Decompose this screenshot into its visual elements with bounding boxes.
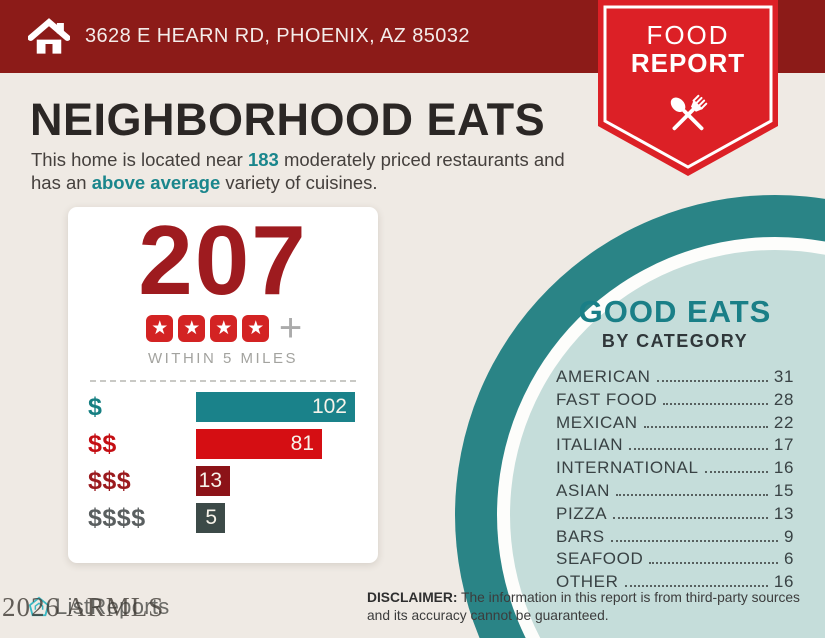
price-chart-row: $102	[88, 392, 364, 422]
ribbon-title-line1: FOOD	[646, 20, 730, 50]
price-chart-row: $$ 81	[88, 429, 364, 459]
disclaimer-text: The information in this report is from t…	[367, 590, 800, 623]
good-eats-panel: GOOD EATS BY CATEGORY AMERICAN 31 FAST FOO…	[556, 294, 794, 595]
price-level-label: $$	[88, 429, 117, 458]
dotted-leader	[649, 562, 778, 565]
price-level-value: 102	[311, 395, 347, 418]
category-label: FAST FOOD	[556, 389, 658, 409]
category-value: 16	[773, 458, 794, 478]
category-list: AMERICAN 31 FAST FOOD 28 MEXICAN 22 ITALIAN 17 I…	[556, 367, 794, 595]
dotted-leader	[704, 471, 768, 474]
price-level-label: $$$$	[88, 503, 146, 532]
dotted-leader	[629, 448, 768, 451]
price-chart-row: $$$ 13	[88, 466, 364, 496]
category-value: 17	[773, 435, 794, 455]
property-address: 3628 E HEARN RD, PHOENIX, AZ 85032	[85, 25, 470, 47]
listreports-logo: ListReports	[28, 594, 170, 620]
star-badge-icon: ★	[178, 314, 206, 342]
good-eats-subtitle: BY CATEGORY	[601, 331, 749, 351]
category-label: ASIAN	[556, 480, 611, 500]
category-value: 9	[783, 526, 794, 546]
total-restaurants-count: 207	[138, 205, 308, 315]
mls-watermark: 2026 ARMLS	[2, 592, 165, 622]
subtitle-text: This home is located near	[31, 149, 248, 170]
dotted-leader	[643, 425, 768, 428]
good-eats-title: GOOD EATS	[578, 294, 772, 329]
dotted-leader	[663, 402, 768, 405]
dotted-leader	[656, 380, 768, 382]
price-level-value: 81	[290, 432, 314, 455]
page-subtitle: This home is located near 183 moderately…	[31, 149, 591, 194]
dotted-leader	[624, 585, 768, 588]
category-value: 15	[773, 480, 794, 500]
home-icon	[28, 17, 70, 54]
category-label: MEXICAN	[556, 412, 638, 432]
subtitle-text: moderately priced restaurants and has an	[31, 149, 565, 193]
category-value: 31	[773, 367, 794, 386]
category-label: OTHER	[556, 572, 619, 592]
ribbon-shape	[598, 0, 778, 176]
star-badge-icon: ★	[242, 314, 270, 342]
category-label: INTERNATIONAL	[556, 458, 699, 478]
listreports-house-icon	[28, 596, 50, 617]
category-row: FAST FOOD 28	[556, 390, 794, 413]
category-label: BARS	[556, 526, 605, 546]
category-value: 28	[773, 389, 794, 409]
category-label: AMERICAN	[556, 367, 651, 386]
price-level-bar: 13	[196, 466, 230, 496]
category-row: BARS 9	[556, 527, 794, 550]
price-level-bar: 5	[196, 503, 225, 533]
category-row: ASIAN 15	[556, 481, 794, 504]
category-label: PIZZA	[556, 503, 608, 523]
price-level-value: 13	[198, 469, 222, 492]
price-level-bar: 102	[196, 392, 355, 422]
category-row: PIZZA 13	[556, 504, 794, 527]
category-label: SEAFOOD	[556, 549, 644, 569]
disclaimer-label: DISCLAIMER:	[367, 590, 458, 605]
listreports-logo-text: ListReports	[55, 594, 170, 619]
category-value: 16	[773, 572, 794, 592]
price-level-label: $$$	[88, 466, 132, 495]
category-value: 22	[773, 412, 794, 432]
category-row: INTERNATIONAL 16	[556, 458, 794, 481]
restaurant-count: 183	[247, 149, 279, 170]
price-chart-row: $$$$ 5	[88, 503, 364, 533]
category-row: MEXICAN 22	[556, 413, 794, 436]
radius-label: WITHIN 5 MILES	[147, 350, 298, 367]
star-badge-icon: ★	[146, 314, 174, 342]
stars-row: ★ ★ ★ ★ +	[68, 306, 378, 350]
crossed-spoon-fork-icon	[670, 94, 708, 131]
dotted-leader	[610, 539, 778, 542]
plus-sign: +	[278, 306, 303, 350]
dotted-leader	[616, 493, 768, 496]
ribbon-title-line2: REPORT	[630, 48, 746, 78]
price-level-value: 5	[205, 506, 217, 529]
star-badge-icon: ★	[210, 314, 238, 342]
price-bar-chart: $102 $$ 81 $$$ 13 $$$$ 5	[88, 392, 364, 540]
variety-highlight: above average	[91, 171, 221, 193]
category-value: 13	[773, 503, 794, 523]
price-level-label: $	[88, 392, 103, 421]
category-row: ITALIAN 17	[556, 435, 794, 458]
category-value: 6	[783, 549, 794, 569]
category-row: AMERICAN 31	[556, 367, 794, 390]
page-title: NEIGHBORHOOD EATS	[30, 94, 546, 145]
subtitle-text: variety of cuisines.	[220, 171, 378, 193]
category-row: OTHER 16	[556, 572, 794, 595]
category-row: SEAFOOD 6	[556, 549, 794, 572]
summary-card: 207 ★ ★ ★ ★ + WITHIN 5 MILES $102 $$ 81 $$$ 13 $$…	[68, 207, 378, 563]
food-report-ribbon: FOOD REPORT	[598, 0, 778, 178]
disclaimer: DISCLAIMER: The information in this repo…	[367, 589, 802, 625]
category-label: ITALIAN	[556, 435, 624, 455]
dashed-divider	[90, 380, 356, 382]
dotted-leader	[613, 516, 768, 519]
price-level-bar: 81	[196, 429, 322, 459]
